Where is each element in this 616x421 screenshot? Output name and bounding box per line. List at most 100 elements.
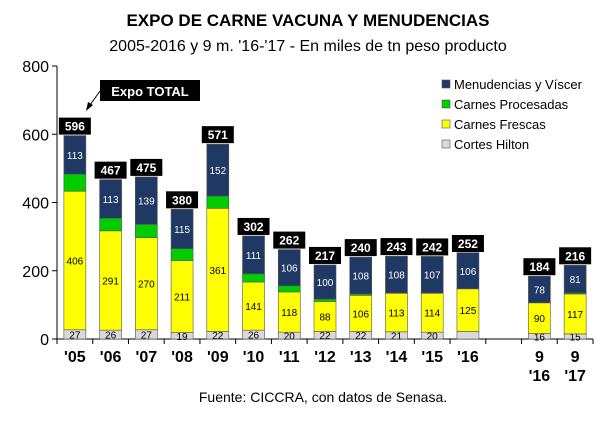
total-label-box (523, 258, 556, 276)
x-tick-label: '13 (350, 349, 372, 366)
bar-menudencias-y-v-scer (206, 143, 230, 197)
total-label: 216 (565, 249, 585, 263)
bar-carnes-procesadas (63, 173, 87, 192)
bar-value-label: 26 (248, 331, 260, 342)
x-tick-label: '05 (64, 349, 86, 366)
bar-value-label: 100 (317, 278, 334, 289)
bar-value-label: 88 (319, 312, 331, 323)
x-tick-label: '07 (136, 349, 158, 366)
total-label: 302 (244, 220, 264, 234)
total-label: 240 (351, 241, 371, 255)
chart-subtitle: 2005-2016 y 9 m. '16-'17 - En miles de t… (109, 38, 507, 55)
bar-value-label: 106 (460, 267, 477, 278)
bar-cortes-hilton (456, 331, 480, 340)
bar-value-label: 106 (281, 264, 298, 275)
bar-value-label: 21 (391, 331, 403, 342)
bar-value-label: 20 (427, 332, 439, 343)
total-label-box (344, 239, 377, 257)
source-note: Fuente: CICCRA, con datos de Senasa. (199, 389, 447, 405)
legend-swatch (441, 99, 451, 109)
y-tick-label: 800 (22, 59, 49, 76)
x-tick-label: '12 (314, 349, 336, 366)
y-tick-label: 200 (22, 264, 49, 281)
total-label-box (130, 158, 163, 176)
total-label-box (416, 238, 449, 256)
legend-swatch (441, 119, 451, 129)
bar-menudencias-y-v-scer (277, 249, 301, 287)
bar-menudencias-y-v-scer (420, 256, 444, 294)
legend-label: Cortes Hilton (454, 137, 529, 152)
total-label-box (451, 235, 484, 253)
bar-value-label: 20 (284, 332, 296, 343)
bar-value-label: 81 (570, 275, 582, 286)
bar-value-label: 113 (103, 195, 119, 206)
total-label-box (273, 231, 306, 249)
bar-carnes-procesadas (170, 248, 194, 261)
bar-value-label: 117 (567, 310, 583, 321)
bar-value-label: 108 (352, 272, 369, 283)
bar-value-label: 118 (281, 308, 297, 319)
bar-carnes-procesadas (242, 273, 265, 283)
legend-swatch (441, 139, 451, 149)
total-label-box (237, 217, 270, 235)
total-label: 184 (529, 260, 549, 274)
x-tick-label: '06 (100, 349, 122, 366)
x-tick-label: '16 (457, 349, 479, 366)
legend: Menudencias y Víscer Carnes Procesadas Car… (441, 77, 583, 152)
legend-swatch (441, 79, 451, 89)
total-label-box (94, 161, 127, 179)
bar-value-label: 113 (388, 309, 404, 320)
bar-menudencias-y-v-scer (563, 264, 587, 294)
x-tick-label: '15 (421, 349, 443, 366)
bar-value-label: 211 (174, 293, 190, 304)
total-label: 217 (315, 249, 335, 263)
x-tick-label: '11 (279, 349, 300, 366)
expo-total-annotation: Expo TOTAL (86, 80, 200, 111)
bar-value-label: 27 (69, 330, 81, 341)
bar-menudencias-y-v-scer (170, 209, 194, 249)
bar-value-label: 19 (177, 332, 189, 343)
bar-value-label: 111 (246, 251, 262, 262)
x-tick-label: '09 (207, 349, 229, 366)
y-tick-label: 0 (40, 332, 49, 349)
bar-value-label: 152 (209, 166, 226, 177)
total-label: 467 (101, 164, 121, 178)
bar-carnes-procesadas (135, 224, 158, 238)
total-label-box (58, 117, 91, 135)
y-tick-label: 600 (22, 127, 49, 144)
plot-area: 0 200 400 600 800 '05 27 406 113 596 '06 26 291 113 46… (22, 59, 594, 385)
legend-label: Carnes Frescas (454, 117, 546, 132)
bar-value-label: 22 (319, 331, 331, 342)
bar-value-label: 107 (424, 271, 441, 282)
bar-value-label: 22 (355, 331, 367, 342)
x-tick-label: '14 (386, 349, 408, 366)
bar-menudencias-y-v-scer (99, 179, 122, 219)
y-tick-label: 400 (22, 196, 49, 213)
bar-value-label: 270 (138, 280, 155, 291)
total-label: 596 (65, 120, 85, 134)
bar-value-label: 16 (534, 332, 546, 343)
x-tick-label: 9 (571, 349, 580, 366)
total-label: 380 (172, 193, 192, 207)
bar-carnes-procesadas (206, 195, 230, 209)
bar-menudencias-y-v-scer (313, 264, 337, 300)
bar-menudencias-y-v-scer (456, 252, 480, 290)
bar-value-label: 22 (212, 331, 224, 342)
bar-value-label: 113 (67, 151, 83, 162)
expo-total-label: Expo TOTAL (111, 84, 189, 99)
bar-menudencias-y-v-scer (63, 135, 87, 175)
x-tick-label: '08 (171, 349, 193, 366)
total-label-box (380, 238, 413, 256)
total-label: 243 (386, 240, 406, 254)
x-tick-label: 9 (535, 349, 544, 366)
bar-menudencias-y-v-scer (135, 176, 158, 225)
x-tick-label: '17 (564, 368, 586, 385)
bar-menudencias-y-v-scer (385, 255, 408, 294)
bar-carnes-procesadas (277, 285, 301, 293)
total-label: 475 (136, 161, 156, 175)
bar-carnes-procesadas (99, 217, 122, 232)
total-label: 571 (208, 128, 228, 142)
bar-menudencias-y-v-scer (349, 256, 373, 295)
bar-value-label: 78 (534, 286, 546, 297)
